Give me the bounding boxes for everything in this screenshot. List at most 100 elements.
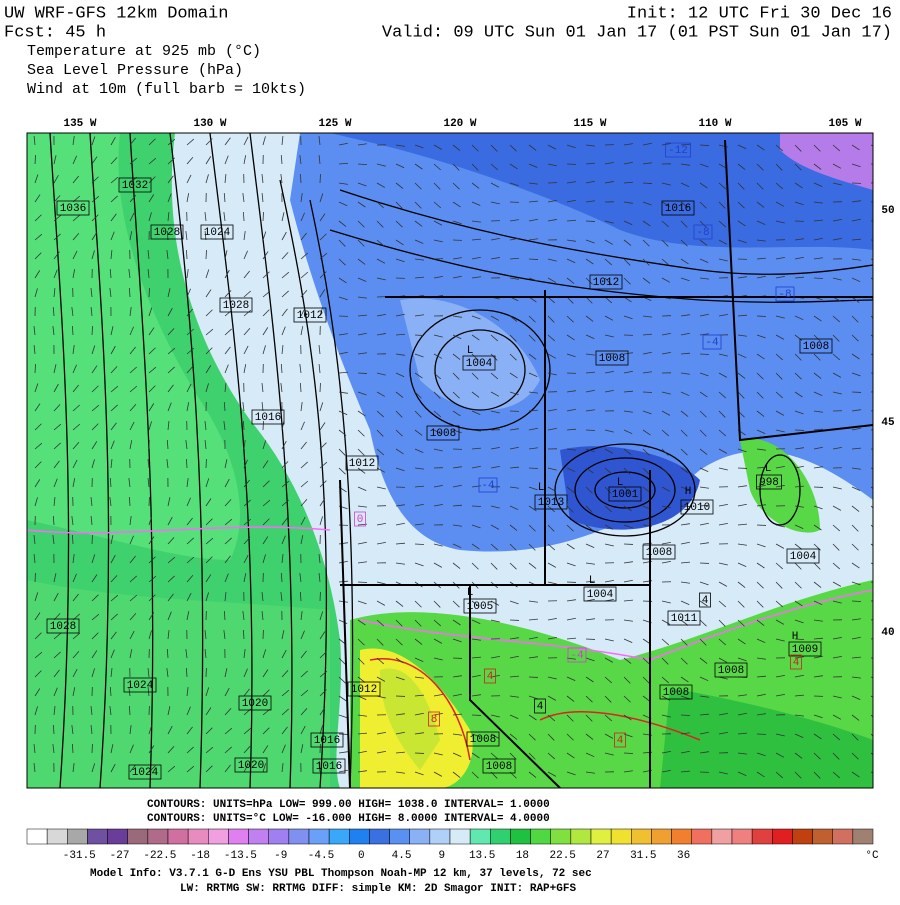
pressure-center: L bbox=[538, 482, 545, 494]
pressure-center: H bbox=[792, 631, 799, 643]
colorbar-swatch bbox=[813, 829, 833, 844]
contour-info: CONTOURS: UNITS=hPa LOW= 999.00 HIGH= 10… bbox=[147, 799, 550, 811]
pressure-label: 1012 bbox=[593, 277, 619, 289]
field-label: Wind at 10m (full barb = 10kts) bbox=[27, 81, 306, 98]
colorbar-swatch bbox=[510, 829, 530, 844]
longitude-label: 120 W bbox=[443, 118, 476, 130]
pressure-label: 1004 bbox=[790, 551, 817, 563]
colorbar-swatch bbox=[168, 829, 188, 844]
colorbar-swatch bbox=[148, 829, 168, 844]
wind-barb bbox=[263, 212, 264, 221]
pressure-label: 1001 bbox=[612, 489, 639, 501]
pressure-label: 1036 bbox=[60, 203, 86, 215]
colorbar-swatch bbox=[792, 829, 812, 844]
wind-barb bbox=[35, 364, 36, 373]
pressure-label: 1012 bbox=[297, 310, 323, 322]
colorbar-label: 27 bbox=[596, 850, 609, 862]
pressure-label: 1024 bbox=[204, 227, 231, 239]
pressure-label: 1028 bbox=[50, 621, 76, 633]
temperature-label: 4 bbox=[487, 671, 494, 683]
latitude-label: 45 bbox=[881, 417, 895, 429]
colorbar-swatch bbox=[390, 829, 410, 844]
temperature-label: -4 bbox=[705, 337, 719, 349]
pressure-label: 1016 bbox=[255, 412, 281, 424]
colorbar-swatch bbox=[712, 829, 732, 844]
pressure-label: 1008 bbox=[486, 761, 512, 773]
temperature-label: -8 bbox=[696, 227, 709, 239]
temperature-label: 4 bbox=[537, 701, 544, 713]
longitude-label: 125 W bbox=[318, 118, 351, 130]
colorbar-label: 31.5 bbox=[630, 850, 656, 862]
colorbar-swatch bbox=[551, 829, 571, 844]
colorbar-swatch bbox=[128, 829, 148, 844]
colorbar-swatch bbox=[369, 829, 389, 844]
pressure-label: 1008 bbox=[718, 665, 744, 677]
colorbar-swatch bbox=[430, 829, 450, 844]
colorbar-label: 22.5 bbox=[550, 850, 576, 862]
colorbar-swatch bbox=[490, 829, 510, 844]
colorbar-swatch bbox=[67, 829, 87, 844]
colorbar-unit: °C bbox=[865, 850, 879, 862]
wind-barb bbox=[206, 250, 207, 259]
wind-barb bbox=[149, 288, 150, 297]
colorbar-label: -31.5 bbox=[63, 850, 96, 862]
temperature-label: -4 bbox=[481, 480, 495, 492]
colorbar-label: 0 bbox=[358, 850, 365, 862]
pressure-center: L bbox=[617, 477, 624, 489]
wind-barb bbox=[320, 174, 321, 183]
pressure-center: L bbox=[467, 587, 474, 599]
wind-barb bbox=[643, 183, 652, 184]
colorbar-swatch bbox=[188, 829, 208, 844]
colorbar-swatch bbox=[450, 829, 470, 844]
wind-barb bbox=[92, 326, 93, 335]
colorbar-swatch bbox=[108, 829, 128, 844]
colorbar-swatch bbox=[853, 829, 873, 844]
pressure-label: 1012 bbox=[349, 458, 375, 470]
pressure-center: L bbox=[589, 575, 596, 587]
colorbar-swatch bbox=[772, 829, 792, 844]
pressure-label: 1004 bbox=[587, 589, 614, 601]
pressure-label: 1009 bbox=[792, 644, 818, 656]
colorbar-swatch bbox=[27, 829, 47, 844]
colorbar-swatch bbox=[732, 829, 752, 844]
wind-barb bbox=[35, 155, 36, 164]
pressure-label: 1008 bbox=[599, 353, 625, 365]
colorbar-swatch bbox=[611, 829, 631, 844]
temperature-label: 4 bbox=[617, 735, 624, 747]
colorbar-swatch bbox=[349, 829, 369, 844]
contour-info: CONTOURS: UNITS=°C LOW= -16.000 HIGH= 8.… bbox=[147, 813, 550, 825]
colorbar-label: 4.5 bbox=[392, 850, 412, 862]
forecast-hour: Fcst: 45 h bbox=[4, 23, 106, 42]
pressure-label: 1020 bbox=[238, 760, 264, 772]
colorbar-label: -9 bbox=[274, 850, 287, 862]
temperature-label: 4 bbox=[702, 595, 709, 607]
pressure-label: 1020 bbox=[242, 698, 268, 710]
colorbar-label: -4.5 bbox=[308, 850, 334, 862]
temperature-label: -4 bbox=[570, 650, 584, 662]
colorbar-swatch bbox=[651, 829, 671, 844]
latitude-label: 50 bbox=[881, 205, 894, 217]
colorbar-swatch bbox=[752, 829, 772, 844]
colorbar-swatch bbox=[410, 829, 430, 844]
temperature-label: -8 bbox=[778, 289, 791, 301]
longitude-label: 130 W bbox=[193, 118, 226, 130]
pressure-label: 1008 bbox=[470, 734, 496, 746]
colorbar-swatch bbox=[47, 829, 67, 844]
pressure-label: 1016 bbox=[314, 735, 340, 747]
pressure-label: 1012 bbox=[351, 684, 377, 696]
pressure-label: 1024 bbox=[127, 680, 154, 692]
colorbar-swatch bbox=[571, 829, 591, 844]
pressure-center: H bbox=[685, 486, 692, 498]
pressure-center: L bbox=[467, 345, 474, 357]
colorbar-label: -13.5 bbox=[224, 850, 257, 862]
longitude-label: 105 W bbox=[828, 118, 861, 130]
colorbar-swatch bbox=[470, 829, 490, 844]
pressure-center: L bbox=[765, 463, 772, 475]
model-info: Model Info: V3.7.1 G-D Ens YSU PBL Thomp… bbox=[90, 868, 592, 880]
colorbar-swatch bbox=[228, 829, 248, 844]
field-label: Sea Level Pressure (hPa) bbox=[27, 62, 243, 79]
pressure-label: 1008 bbox=[646, 547, 672, 559]
pressure-label: 1032 bbox=[122, 180, 148, 192]
colorbar-swatch bbox=[692, 829, 712, 844]
